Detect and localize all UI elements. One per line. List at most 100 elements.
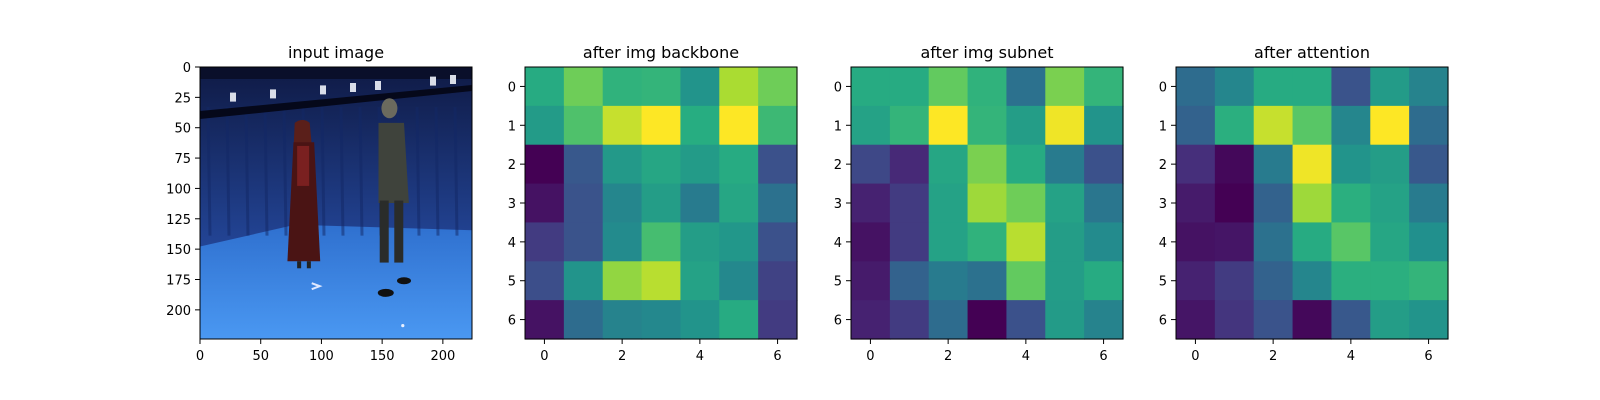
heatmap-cell-r0-c1 [889,67,930,107]
heatmap-cell-r0-c0 [525,67,565,107]
y-tick-label: 150 [166,243,191,258]
heatmap-cell-r1-c3 [1292,105,1333,146]
heatmap-cell-r3-c3 [967,183,1008,224]
heatmap-cell-r6-c4 [1006,300,1046,340]
heatmap-cell-r4-c6 [1409,222,1449,262]
heatmap-cell-r3-c1 [563,183,604,224]
heatmap-cell-r2-c3 [1292,144,1333,185]
y-tick-label: 1 [834,119,842,134]
curtain-fold [358,106,364,236]
heatmap-cell-r4-c2 [928,222,969,262]
curtain-fold [263,106,269,236]
heatmap-cell-r4-c4 [1331,222,1371,262]
heatmap-cell-r0-c0 [851,67,891,107]
camera-light [450,75,456,84]
heatmap-cell-r0-c5 [1370,67,1410,107]
curtain-fold [434,106,440,236]
y-tick-label: 1 [508,119,516,134]
x-tick-label: 150 [370,349,395,364]
heatmap-cell-r5-c2 [602,261,643,301]
person-dark-jacket [377,98,411,297]
heatmap-cell-r1-c0 [525,105,565,146]
heatmap-cell-r2-c3 [967,144,1008,185]
heatmap-cell-r2-c4 [1006,144,1046,185]
heatmap-cell-r1-c3 [641,105,682,146]
camera-light [430,76,436,86]
camera-light [320,85,326,95]
y-tick-label: 0 [508,80,516,95]
heatmap-cell-r3-c5 [1045,183,1085,224]
x-tick-label: 2 [618,349,626,364]
heatmap-cell-r5-c0 [851,261,891,301]
heatmap-cell-r2-c6 [758,144,798,185]
camera-light [375,81,381,90]
y-tick-label: 75 [174,152,191,167]
axes-frame [199,66,473,340]
y-tick-label: 200 [166,304,191,319]
heatmap-cell-r4-c0 [851,222,891,262]
heatmap-cell-r1-c3 [967,105,1008,146]
curtain-fold [339,106,345,236]
heatmap-cell-r6-c5 [1045,300,1085,340]
heatmap-cell-r1-c6 [1084,105,1124,146]
heatmap-cell-r3-c1 [889,183,930,224]
heatmap-cell-r5-c3 [1292,261,1333,301]
heatmap-cell-r0-c1 [1214,67,1255,107]
input-photo [200,67,472,339]
ceiling [200,67,472,79]
heatmap-cell-r6-c6 [1409,300,1449,340]
heatmap-cell-r5-c4 [1331,261,1371,301]
x-tick-label: 2 [1269,349,1277,364]
heatmap-cell-r2-c0 [851,144,891,185]
heatmap-cell-r3-c0 [525,183,565,224]
heatmap-cell-r3-c6 [1409,183,1449,224]
heatmap-cell-r6-c0 [1176,300,1216,340]
heatmap-cell-r2-c4 [1331,144,1371,185]
panel-1: input image 0 50 100 150 200 0 25 50 75 100 125 150 1… [166,43,473,364]
heatmap-cell-r1-c5 [1370,105,1410,146]
y-tick-label: 0 [183,61,191,76]
curtain-fold [206,106,212,236]
y-tick-label: 2 [508,158,516,173]
heatmap-cell-r1-c0 [1176,105,1216,146]
axes-frame [1175,66,1449,340]
heatmap-cell-r1-c2 [928,105,969,146]
heatmap-cell-r5-c4 [1006,261,1046,301]
y-tick-label: 5 [834,275,842,290]
heatmap-cell-r6-c0 [851,300,891,340]
panel-2: after img backbone 0 2 4 6 0 1 2 3 4 5 6 [508,43,798,364]
x-tick-label: 2 [944,349,952,364]
heatmap-cell-r5-c0 [525,261,565,301]
heatmap-cell-r3-c2 [928,183,969,224]
x-tick-label: 4 [1347,349,1355,364]
y-tick-label: 175 [166,274,191,289]
heatmap-cell-r1-c5 [719,105,759,146]
heatmap-cell-r0-c3 [1292,67,1333,107]
heatmap-cell-r6-c6 [1084,300,1124,340]
camera-light [270,89,276,99]
heatmap-cell-r3-c6 [1084,183,1124,224]
heatmap-cell-r2-c1 [1214,144,1255,185]
heatmap-cell-r5-c4 [680,261,720,301]
y-tick-label: 2 [834,158,842,173]
curtain-fold [225,106,231,236]
heatmap-cell-r6-c4 [1331,300,1371,340]
y-tick-label: 100 [166,182,191,197]
heatmap-cell-r3-c4 [680,183,720,224]
panel-title: after img subnet [920,43,1053,62]
heatmap-cell-r1-c1 [889,105,930,146]
heatmap-cell-r0-c3 [967,67,1008,107]
heatmap-cell-r2-c5 [1370,144,1410,185]
heatmap-cell-r6-c1 [1214,300,1255,340]
heatmap-cell-r6-c6 [758,300,798,340]
heatmap-cell-r6-c1 [889,300,930,340]
x-tick-label: 4 [1022,349,1030,364]
heatmap-cell-r1-c4 [680,105,720,146]
heatmap-cell-r2-c4 [680,144,720,185]
heatmap-cell-r4-c3 [1292,222,1333,262]
panel-4: after attention 0 2 4 6 0 1 2 3 4 5 6 [1159,43,1449,364]
heatmap-cell-r2-c2 [928,144,969,185]
heatmap-cell-r5-c2 [1253,261,1294,301]
y-tick-label: 4 [834,236,842,251]
axes-frame [850,66,1124,340]
